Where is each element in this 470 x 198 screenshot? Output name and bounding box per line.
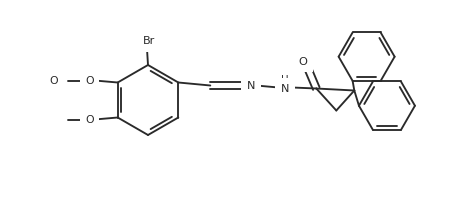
Text: Br: Br	[143, 36, 155, 46]
Text: O: O	[86, 114, 94, 125]
Text: O: O	[299, 56, 308, 67]
Text: N: N	[281, 84, 290, 93]
Text: O: O	[299, 56, 308, 67]
Text: N: N	[281, 84, 290, 93]
Text: N: N	[247, 81, 256, 90]
Text: O: O	[86, 75, 94, 86]
Text: O: O	[86, 114, 94, 125]
Text: N: N	[247, 81, 256, 90]
Text: H: H	[282, 74, 289, 85]
Text: O: O	[49, 75, 58, 86]
Text: O: O	[86, 75, 94, 86]
